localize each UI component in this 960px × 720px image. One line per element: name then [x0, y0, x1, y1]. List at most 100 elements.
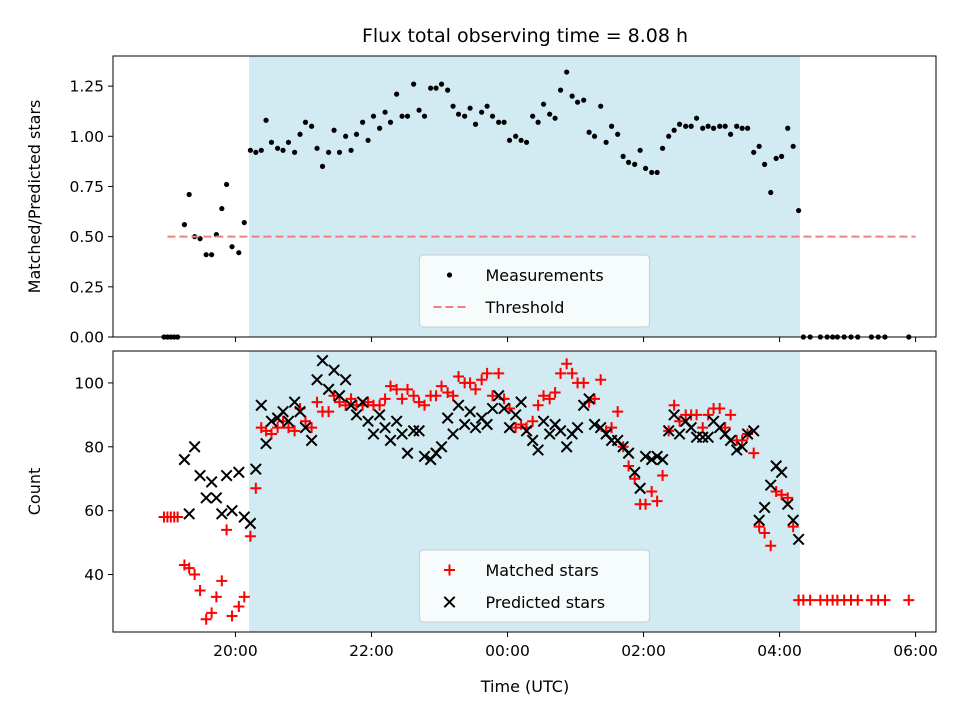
legend-label: Matched stars [486, 561, 599, 580]
measurement-point [756, 143, 762, 149]
matched-star-point [226, 610, 238, 622]
matched-star-point [532, 399, 544, 411]
top-legend: Measurements Threshold [419, 254, 650, 328]
predicted-star-point [492, 389, 505, 402]
matched-star-point [748, 447, 760, 459]
matched-star-point [306, 422, 318, 434]
measurement-point [280, 147, 286, 153]
matched-star-point [183, 562, 195, 574]
predicted-star-point [554, 424, 567, 437]
measurement-point [603, 139, 609, 145]
predicted-star-point [356, 396, 369, 408]
measurement-point [421, 113, 428, 119]
measurement-point [666, 133, 672, 139]
matched-star-point [436, 380, 448, 392]
matched-star-point [470, 383, 482, 395]
measurement-point [586, 129, 592, 135]
y-tick-label: 1.25 [69, 78, 104, 96]
predicted-star-point [362, 415, 374, 428]
matched-star-point [657, 470, 669, 482]
predicted-star-point [413, 424, 425, 437]
predicted-star-point [645, 453, 658, 466]
measurement-point [530, 113, 536, 119]
predicted-star-point [792, 533, 805, 546]
predicted-star-point [775, 466, 788, 479]
matched-star-point [476, 374, 488, 386]
matched-star-point [640, 498, 652, 510]
measurement-point [292, 149, 298, 155]
predicted-star-point [622, 447, 635, 460]
measurement-point [501, 119, 507, 125]
matched-star-point [555, 367, 567, 379]
predicted-star-point [469, 421, 482, 434]
top-panel: 0.00 0.25 0.50 0.75 1.00 1.25 Matched/Predicte… [25, 55, 937, 347]
predicted-star-point [379, 421, 391, 434]
x-tick-label: 22:00 [349, 642, 394, 660]
predicted-star-point [736, 440, 749, 453]
measurement-point [581, 97, 587, 103]
predicted-star-point [696, 431, 709, 444]
x-tick-label: 06:00 [893, 642, 938, 660]
matched-star-point [487, 390, 499, 402]
measurement-point [654, 169, 660, 176]
matched-star-point [464, 377, 476, 389]
measurement-point [739, 125, 745, 131]
measurement-point [705, 123, 711, 129]
predicted-star-point [741, 428, 754, 440]
predicted-star-point [515, 396, 528, 408]
predicted-star-point [583, 392, 596, 405]
predicted-star-point [656, 453, 669, 466]
matched-star-point [265, 428, 277, 440]
matched-star-point [216, 575, 228, 587]
predicted-star-point [481, 418, 493, 431]
predicted-star-point [464, 405, 476, 418]
matched-star-point [379, 393, 391, 405]
predicted-star-point [390, 415, 403, 428]
measurement-point [598, 103, 604, 109]
predicted-star-point [178, 453, 191, 466]
y-tick-label: 0.00 [69, 329, 104, 347]
matched-star-point [430, 390, 442, 402]
measurement-point [608, 123, 615, 129]
measurement-point [387, 119, 394, 125]
matched-star-point [623, 460, 635, 472]
measurement-point [790, 143, 796, 149]
measurement-point [450, 103, 456, 109]
measurement-point [785, 125, 791, 131]
y-tick-label: 1.00 [69, 128, 104, 146]
measurement-point [365, 137, 371, 143]
matched-star-point [333, 396, 345, 408]
measurement-point [535, 119, 541, 125]
x-tick-label: 04:00 [757, 642, 802, 660]
predicted-star-point [299, 421, 312, 434]
predicted-star-point [265, 415, 278, 428]
measurement-point [353, 131, 360, 137]
matched-star-point [719, 422, 731, 434]
matched-star-point [453, 371, 465, 383]
measurement-point [659, 145, 666, 151]
measurement-point [343, 133, 349, 139]
predicted-star-point [685, 421, 698, 434]
matched-star-point [408, 390, 420, 402]
x-tick-label: 02:00 [621, 642, 666, 660]
measurement-point [404, 113, 411, 119]
measurement-point [637, 147, 643, 153]
predicted-star-point [781, 498, 794, 511]
bottom-series-1 [178, 354, 805, 546]
predicted-star-point [458, 418, 471, 431]
predicted-star-point [188, 440, 201, 453]
predicted-star-point [543, 428, 556, 440]
measurement-point [394, 91, 400, 97]
measurement-point [297, 131, 303, 137]
predicted-star-point [384, 434, 397, 447]
matched-star-point [736, 434, 748, 446]
predicted-star-point [509, 408, 522, 421]
matched-star-point [504, 402, 516, 414]
measurement-point [557, 87, 564, 93]
measurement-point [181, 222, 188, 228]
measurement-point [540, 101, 547, 107]
predicted-star-point [724, 434, 737, 447]
measurement-point [285, 139, 292, 145]
matched-star-point [250, 482, 262, 494]
